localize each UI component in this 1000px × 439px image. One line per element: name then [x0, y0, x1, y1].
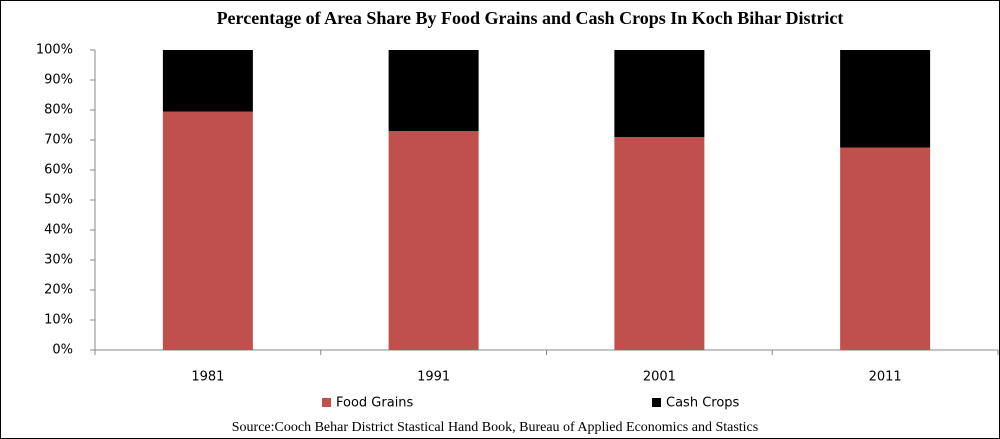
bar-segment — [388, 50, 479, 131]
bar-segment — [614, 137, 705, 350]
y-tick-label: 0% — [52, 343, 73, 358]
bar-segment — [840, 50, 931, 148]
chart-title: Percentage of Area Share By Food Grains … — [217, 8, 844, 28]
y-tick-label: 90% — [44, 73, 73, 88]
y-tick-label: 80% — [44, 103, 73, 118]
legend-label: Cash Crops — [666, 396, 740, 411]
bar-segment — [840, 147, 931, 350]
legend-label: Food Grains — [336, 396, 414, 411]
y-tick-label: 70% — [44, 133, 73, 148]
legend-swatch — [652, 398, 661, 407]
x-tick-label: 1981 — [191, 370, 224, 385]
x-tick-label: 2001 — [643, 370, 676, 385]
source-note: Source:Cooch Behar District Stastical Ha… — [232, 420, 758, 435]
y-tick-label: 40% — [44, 223, 73, 238]
bar-segment — [388, 131, 479, 350]
bar-segment — [614, 50, 705, 137]
bar-segment — [162, 111, 253, 350]
legend-swatch — [322, 398, 331, 407]
y-tick-label: 50% — [44, 193, 73, 208]
y-tick-label: 30% — [44, 253, 73, 268]
y-tick-label: 20% — [44, 283, 73, 298]
y-tick-label: 100% — [36, 43, 73, 58]
y-tick-label: 60% — [44, 163, 73, 178]
x-tick-label: 2011 — [869, 370, 902, 385]
y-tick-label: 10% — [44, 313, 73, 328]
bar-segment — [162, 50, 253, 112]
x-tick-label: 1991 — [417, 370, 450, 385]
